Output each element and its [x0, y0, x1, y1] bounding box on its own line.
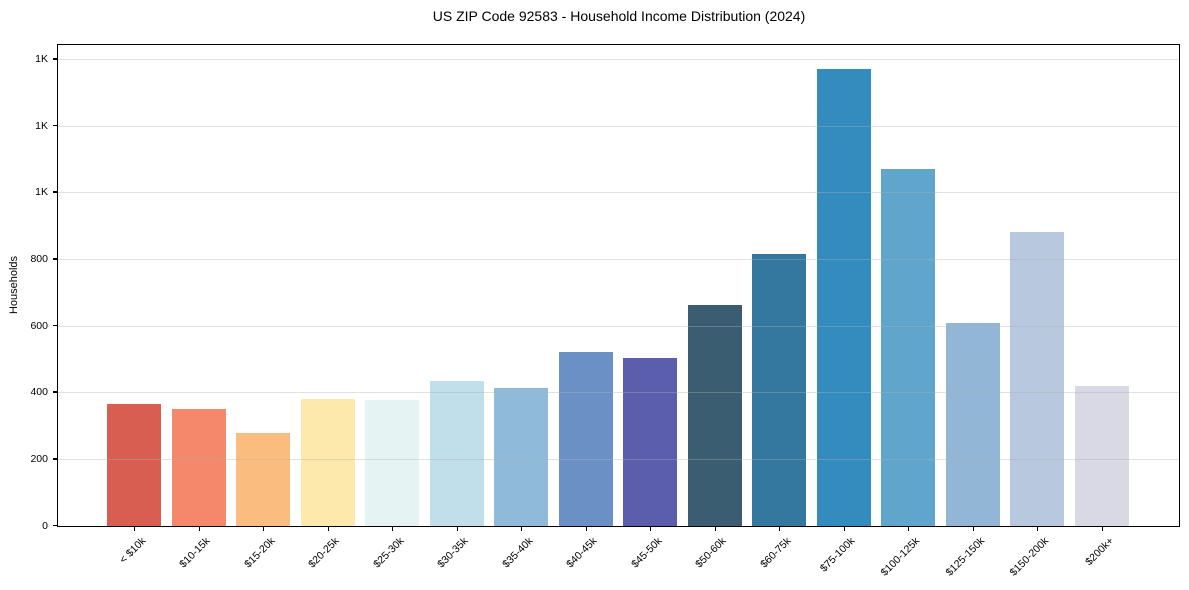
x-tick-mark — [908, 527, 910, 531]
bar-$40-45k — [558, 352, 613, 526]
x-tick-mark — [972, 527, 974, 531]
y-tick-label-200: 200 — [30, 452, 48, 465]
x-tick-label-$60-75k: $60-75k — [757, 535, 794, 571]
bar-$10-15k — [171, 409, 226, 526]
x-tick-mark — [521, 527, 523, 531]
x-tick-mark — [1101, 527, 1103, 531]
x-tick-label-$50-60k: $50-60k — [693, 535, 729, 571]
x-tick-label-$30-35k: $30-35k — [435, 535, 471, 571]
x-tick-label-$35-40k: $35-40k — [499, 535, 536, 571]
y-tick-mark — [53, 191, 57, 193]
bar-$35-40k — [494, 387, 549, 526]
y-tick-label-1000: 1K — [35, 186, 48, 199]
y-tick-label-1200: 1K — [35, 119, 48, 132]
plot-area — [57, 44, 1180, 527]
x-tick-label-$20-25k: $20-25k — [306, 535, 342, 571]
gridline-1400 — [58, 58, 1179, 60]
y-tick-mark — [53, 124, 57, 127]
x-tick-label-$45-50k: $45-50k — [628, 535, 665, 571]
x-tick-mark — [456, 527, 458, 531]
gridline-600 — [58, 325, 1179, 327]
gridline-800 — [58, 258, 1179, 260]
x-tick-label-$100-125k: $100-125k — [878, 535, 923, 579]
y-tick-mark — [53, 324, 57, 327]
bar-$50-60k — [687, 305, 742, 526]
bar-$100-125k — [881, 168, 936, 526]
y-tick-mark — [53, 58, 57, 60]
y-tick-mark — [53, 524, 57, 527]
x-tick-label-$15-20k: $15-20k — [241, 535, 278, 571]
x-tick-label-$150-200k: $150-200k — [1007, 535, 1052, 579]
x-tick-mark — [392, 527, 394, 531]
bar-$200k+ — [1074, 386, 1129, 526]
chart-title: US ZIP Code 92583 - Household Income Dis… — [432, 8, 806, 24]
bar-$75-100k — [816, 69, 871, 526]
x-tick-mark — [843, 527, 845, 531]
y-tick-label-800: 800 — [30, 252, 48, 265]
bar-$25-30k — [365, 400, 420, 526]
bar-$125-150k — [945, 323, 1000, 526]
gridline-1200 — [58, 125, 1179, 127]
y-tick-label-600: 600 — [30, 319, 48, 332]
x-tick-label-< $10k: < $10k — [117, 535, 149, 566]
y-tick-mark — [53, 458, 57, 460]
x-tick-mark — [585, 527, 587, 531]
x-tick-label-$200k+: $200k+ — [1082, 535, 1116, 569]
bar-$20-25k — [300, 398, 355, 526]
x-tick-mark — [198, 527, 200, 531]
bar-< $10k — [107, 404, 162, 526]
bar-$150-200k — [1010, 232, 1065, 526]
gridline-1000 — [58, 192, 1179, 194]
x-tick-mark — [714, 527, 716, 531]
gridline-200 — [58, 458, 1179, 460]
bar-$30-35k — [429, 381, 484, 526]
y-tick-label-0: 0 — [42, 519, 48, 532]
y-tick-mark — [53, 391, 57, 393]
y-tick-label-400: 400 — [30, 386, 48, 399]
x-tick-mark — [650, 527, 652, 531]
x-tick-mark — [1037, 527, 1039, 531]
x-tick-label-$75-100k: $75-100k — [818, 535, 858, 575]
x-tick-mark — [779, 527, 781, 531]
bar-$60-75k — [752, 254, 807, 526]
bar-$45-50k — [623, 358, 678, 526]
x-tick-label-$25-30k: $25-30k — [370, 535, 407, 571]
y-tick-mark — [53, 258, 57, 260]
x-tick-mark — [327, 527, 329, 531]
gridline-400 — [58, 392, 1179, 394]
x-tick-mark — [263, 527, 265, 531]
x-tick-label-$10-15k: $10-15k — [177, 535, 213, 571]
x-tick-label-$40-45k: $40-45k — [564, 535, 600, 571]
x-tick-mark — [134, 527, 136, 531]
bar-$15-20k — [236, 432, 291, 526]
y-tick-label-1400: 1K — [35, 52, 48, 65]
x-tick-label-$125-150k: $125-150k — [943, 535, 987, 579]
